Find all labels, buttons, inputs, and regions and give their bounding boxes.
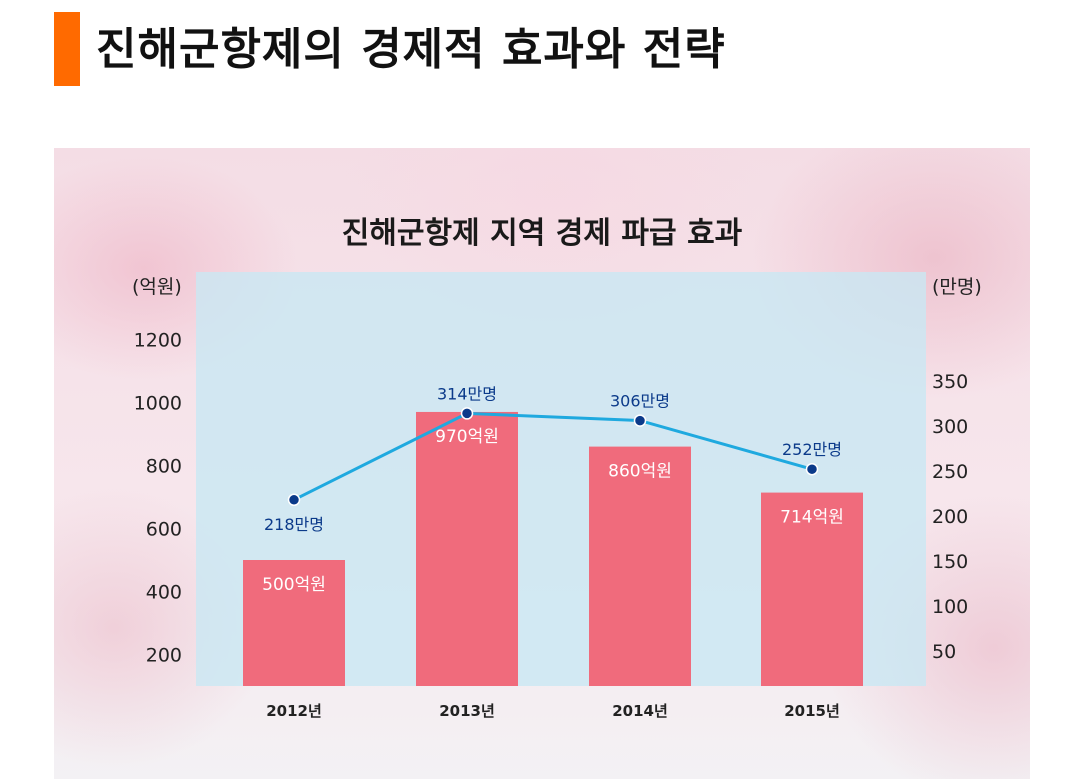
- left-tick-label: 1200: [134, 330, 182, 352]
- x-tick-label: 2014년: [612, 702, 668, 720]
- right-tick-label: 150: [932, 551, 968, 573]
- chart-panel: 진해군항제 지역 경제 파급 효과 (억원) (만명) 200 400 600 800…: [54, 148, 1030, 779]
- x-tick-label: 2013년: [439, 702, 495, 720]
- bar: [589, 446, 691, 686]
- bar-value-label: 970억원: [435, 427, 499, 447]
- left-tick-label: 800: [146, 456, 182, 478]
- right-tick-label: 350: [932, 371, 968, 393]
- line-value-label: 306만명: [610, 392, 670, 411]
- right-tick-label: 50: [932, 641, 956, 663]
- left-tick-label: 400: [146, 582, 182, 604]
- x-tick-label: 2015년: [784, 702, 840, 720]
- bar: [243, 560, 345, 686]
- chart-canvas: 200 400 600 800 1000 1200 50 100 150 200 250 300 350…: [134, 330, 969, 721]
- left-tick-label: 200: [146, 645, 182, 667]
- bar: [416, 411, 518, 686]
- visitors-line: [293, 411, 813, 502]
- line-point: [287, 493, 301, 507]
- line-point: [633, 414, 647, 427]
- left-axis-unit: (억원): [132, 276, 182, 298]
- line-point: [805, 462, 819, 476]
- right-tick-label: 100: [932, 596, 968, 618]
- line-value-label: 252만명: [782, 440, 842, 459]
- bar: [761, 492, 863, 686]
- left-tick-label: 600: [146, 519, 182, 541]
- line-value-label: 314만명: [437, 384, 497, 403]
- bar-value-label: 860억원: [608, 462, 672, 482]
- right-axis-unit: (만명): [932, 276, 982, 298]
- right-tick-label: 200: [932, 506, 968, 528]
- right-tick-label: 250: [932, 461, 968, 483]
- line-point: [460, 407, 474, 420]
- title-accent-bar: [54, 12, 80, 86]
- x-tick-label: 2012년: [266, 702, 322, 720]
- right-tick-label: 300: [932, 416, 968, 438]
- bar-value-label: 714억원: [780, 508, 844, 528]
- chart-title: 진해군항제 지역 경제 파급 효과: [341, 216, 743, 251]
- bar-value-label: 500억원: [262, 575, 326, 595]
- line-value-label: 218만명: [264, 515, 324, 534]
- left-tick-label: 1000: [134, 393, 182, 415]
- page-title: 진해군항제의 경제적 효과와 전략: [96, 24, 726, 75]
